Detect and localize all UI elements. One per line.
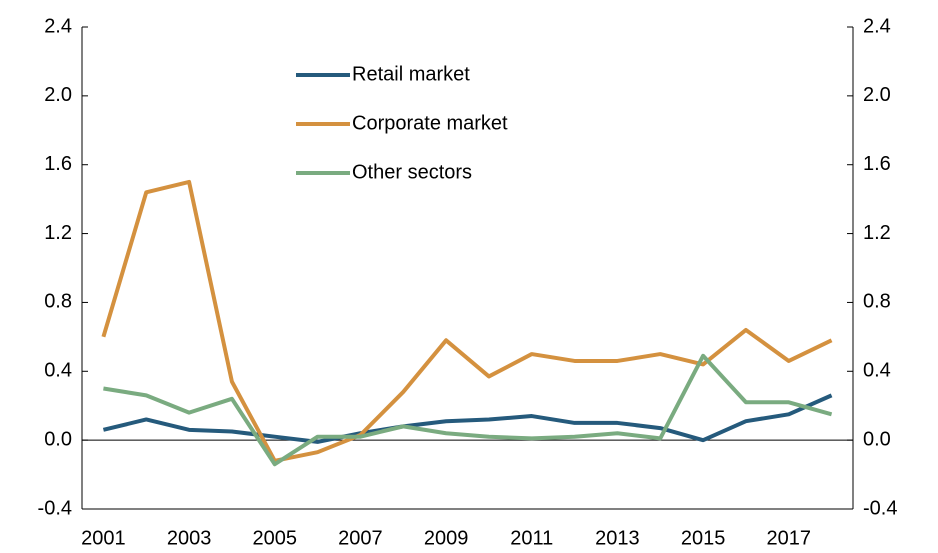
legend-label: Other sectors (352, 161, 472, 183)
y2-tick-label: 0.8 (863, 291, 891, 313)
y2-tick-label: 2.4 (863, 15, 891, 37)
line (101, 179, 833, 463)
y2-tick-label: 1.6 (863, 153, 891, 175)
x-tick-label: 2005 (253, 527, 298, 549)
x-tick-label: 2017 (767, 527, 812, 549)
x-tick-label: 2013 (595, 527, 640, 549)
line (103, 353, 833, 467)
y2-tick-label: -0.4 (863, 497, 897, 519)
y-tick-label: 2.0 (44, 84, 72, 106)
y-tick-label: 0.0 (44, 428, 72, 450)
x-tick-label: 2003 (167, 527, 212, 549)
y-tick-label: 1.6 (44, 153, 72, 175)
x-tick-label: 2011 (510, 527, 553, 549)
x-tick-label: 2001 (81, 527, 126, 549)
x-tick-label: 2009 (424, 527, 469, 549)
y2-tick-label: 0.0 (863, 428, 891, 450)
x-tick-label: 2015 (681, 527, 726, 549)
y-tick-label: 0.4 (44, 360, 72, 382)
y2-tick-label: 2.0 (863, 84, 891, 106)
y-tick-label: 2.4 (44, 15, 72, 37)
x-tick-label: 2007 (338, 527, 383, 549)
legend-label: Corporate market (352, 112, 508, 134)
legend-label: Retail market (352, 63, 470, 85)
y2-tick-label: 1.2 (863, 222, 891, 244)
y-tick-label: -0.4 (38, 497, 72, 519)
y-tick-label: 0.8 (44, 291, 72, 313)
line (102, 393, 833, 444)
y2-tick-label: 0.4 (863, 360, 891, 382)
y-tick-label: 1.2 (44, 222, 72, 244)
